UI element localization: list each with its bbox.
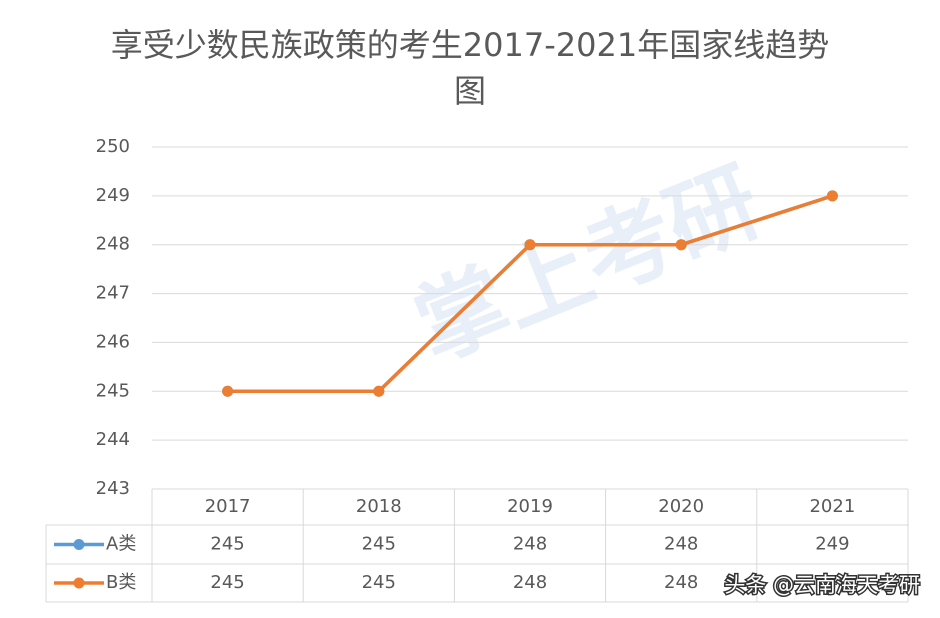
legend-label: B类 xyxy=(106,572,136,593)
y-tick-label: 245 xyxy=(96,380,130,401)
x-tick-label: 2021 xyxy=(809,496,855,517)
y-tick-label: 244 xyxy=(96,429,130,450)
y-tick-label: 250 xyxy=(96,136,130,157)
watermark: 头条 @云南海天考研 xyxy=(724,573,920,597)
table-value: 248 xyxy=(513,534,547,555)
table-value: 248 xyxy=(513,572,547,593)
table-value: 245 xyxy=(362,572,396,593)
legend-label: A类 xyxy=(106,534,136,555)
y-tick-label: 248 xyxy=(96,234,130,255)
y-tick-label: 246 xyxy=(96,331,130,352)
legend-key-marker xyxy=(73,539,85,550)
point xyxy=(524,239,536,251)
x-tick-label: 2019 xyxy=(507,496,553,517)
table-value: 249 xyxy=(815,572,849,593)
y-tick-label: 249 xyxy=(96,185,130,206)
y-tick-label: 247 xyxy=(96,283,130,304)
table-value: 245 xyxy=(362,534,396,555)
table-value: 245 xyxy=(210,572,244,593)
legend-key-marker xyxy=(73,577,85,589)
point xyxy=(826,190,838,202)
x-tick-label: 2018 xyxy=(356,496,402,517)
point xyxy=(675,239,687,251)
table-value: 248 xyxy=(664,572,698,593)
chart-title: 享受少数民族政策的考生2017-2021年国家线趋势图 xyxy=(110,26,830,110)
point xyxy=(373,385,385,397)
point xyxy=(222,385,234,397)
table-value: 248 xyxy=(664,534,698,555)
x-tick-label: 2017 xyxy=(205,496,251,517)
table-value: 245 xyxy=(210,534,244,555)
y-tick-label: 243 xyxy=(96,478,130,499)
x-tick-label: 2020 xyxy=(658,496,704,517)
table-value: 249 xyxy=(815,534,849,555)
